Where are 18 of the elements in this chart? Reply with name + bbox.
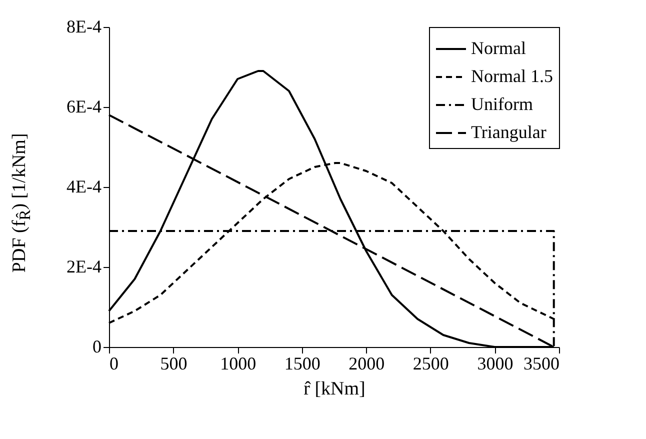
x-tick-label: 1000 [220,354,256,374]
legend-label: Uniform [471,94,533,114]
legend-label: Normal 1.5 [471,66,553,86]
x-tick-label: 1500 [284,354,320,374]
y-tick-label: 2E-4 [66,256,102,276]
x-tick-label: 3000 [477,354,514,374]
x-tick-label: 2500 [412,354,449,374]
legend-label: Normal [471,38,526,58]
legend-label: Triangular [471,122,546,142]
x-tick-label: 0 [110,354,118,374]
x-tick-label: 500 [160,354,188,374]
y-tick-label: 8E-4 [66,16,102,36]
y-tick-label: 4E-4 [66,176,102,196]
y-tick-label: 0 [92,336,102,356]
x-axis-title: r̂ [kNm] [304,378,366,400]
y-tick-label: 6E-4 [66,96,102,116]
x-tick-label: 2000 [348,354,385,374]
x-tick-label: 3500 [524,354,560,374]
